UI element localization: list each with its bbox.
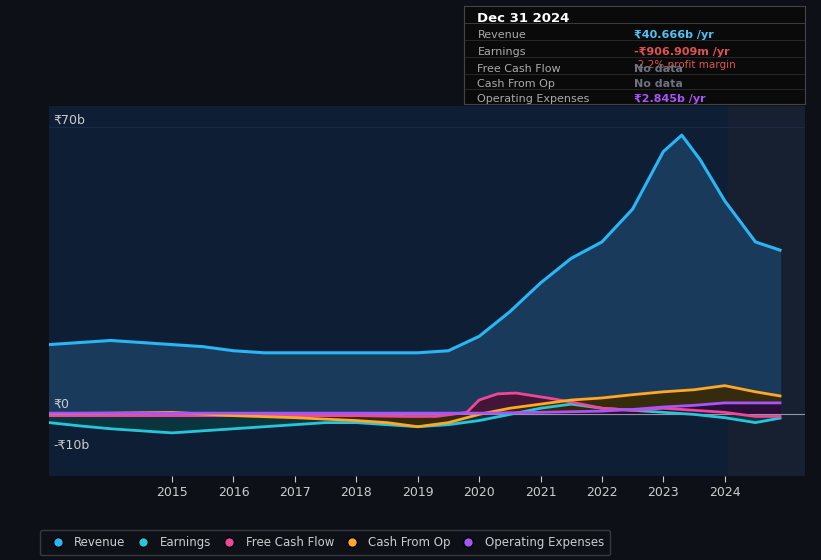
Text: Revenue: Revenue	[478, 30, 526, 40]
Text: ₹70b: ₹70b	[53, 114, 85, 127]
Text: -2.2% profit margin: -2.2% profit margin	[635, 60, 736, 71]
Text: ₹2.845b /yr: ₹2.845b /yr	[635, 94, 706, 104]
Text: ₹40.666b /yr: ₹40.666b /yr	[635, 30, 714, 40]
Text: Free Cash Flow: Free Cash Flow	[478, 64, 561, 74]
Bar	[728, 106, 805, 476]
Text: Dec 31 2024: Dec 31 2024	[478, 12, 570, 25]
Text: No data: No data	[635, 64, 683, 74]
Text: Operating Expenses: Operating Expenses	[478, 94, 589, 104]
Text: Cash From Op: Cash From Op	[478, 79, 555, 89]
Text: -₹906.909m /yr: -₹906.909m /yr	[635, 47, 730, 57]
Text: No data: No data	[635, 79, 683, 89]
Legend: Revenue, Earnings, Free Cash Flow, Cash From Op, Operating Expenses: Revenue, Earnings, Free Cash Flow, Cash …	[40, 530, 610, 555]
Text: ₹0: ₹0	[53, 398, 69, 410]
Text: Earnings: Earnings	[478, 47, 526, 57]
Text: -₹10b: -₹10b	[53, 439, 89, 452]
